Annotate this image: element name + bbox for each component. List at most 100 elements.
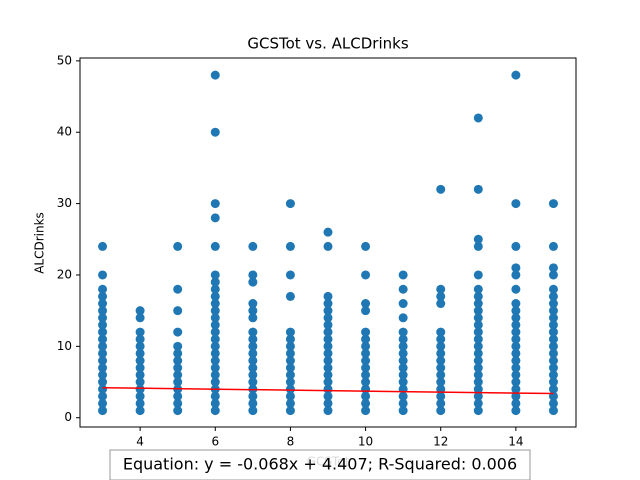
point <box>548 299 558 309</box>
point <box>98 391 108 401</box>
point <box>248 406 258 416</box>
point <box>548 306 558 316</box>
point <box>98 334 108 344</box>
point <box>473 184 483 194</box>
point <box>436 334 446 344</box>
point <box>473 234 483 244</box>
point <box>548 263 558 273</box>
point <box>548 356 558 366</box>
point <box>210 313 220 323</box>
point <box>323 377 333 387</box>
point <box>473 348 483 358</box>
point <box>473 398 483 408</box>
x-tick-label: 6 <box>211 435 219 449</box>
point <box>98 406 108 416</box>
point <box>511 356 521 366</box>
point <box>285 398 295 408</box>
point <box>285 370 295 380</box>
point <box>135 384 145 394</box>
point <box>285 348 295 358</box>
point <box>398 370 408 380</box>
point <box>436 370 446 380</box>
point <box>323 334 333 344</box>
point <box>135 377 145 387</box>
point <box>210 270 220 280</box>
point <box>98 370 108 380</box>
point <box>323 363 333 373</box>
point <box>210 334 220 344</box>
point <box>285 406 295 416</box>
point <box>398 284 408 294</box>
point <box>173 327 183 337</box>
point <box>210 277 220 287</box>
point <box>361 327 371 337</box>
point <box>210 70 220 80</box>
point <box>511 299 521 309</box>
point <box>548 241 558 251</box>
point <box>248 341 258 351</box>
point <box>548 284 558 294</box>
point <box>98 241 108 251</box>
point <box>285 377 295 387</box>
point <box>285 334 295 344</box>
point <box>323 327 333 337</box>
point <box>98 313 108 323</box>
point <box>473 313 483 323</box>
x-tick-label: 8 <box>287 435 295 449</box>
point <box>173 306 183 316</box>
point <box>436 363 446 373</box>
point <box>98 377 108 387</box>
point <box>548 348 558 358</box>
point <box>285 384 295 394</box>
point <box>210 356 220 366</box>
point <box>98 398 108 408</box>
point <box>248 398 258 408</box>
point <box>361 356 371 366</box>
point <box>248 356 258 366</box>
point <box>548 270 558 280</box>
point <box>398 363 408 373</box>
point <box>548 363 558 373</box>
point <box>361 370 371 380</box>
point <box>210 127 220 137</box>
point <box>511 306 521 316</box>
point <box>323 384 333 394</box>
point <box>473 384 483 394</box>
point <box>473 113 483 123</box>
point <box>323 370 333 380</box>
point <box>173 377 183 387</box>
point <box>361 299 371 309</box>
point <box>398 270 408 280</box>
point <box>436 184 446 194</box>
point <box>98 284 108 294</box>
y-tick-label: 0 <box>64 410 72 424</box>
point <box>248 306 258 316</box>
point <box>473 284 483 294</box>
fit-line <box>102 386 554 395</box>
point <box>511 406 521 416</box>
point <box>548 320 558 330</box>
point <box>98 299 108 309</box>
point <box>135 391 145 401</box>
point <box>548 291 558 301</box>
point <box>473 241 483 251</box>
point <box>323 406 333 416</box>
point <box>436 391 446 401</box>
point <box>548 327 558 337</box>
point <box>436 377 446 387</box>
x-tick-label: 14 <box>508 435 523 449</box>
point <box>135 356 145 366</box>
point <box>473 356 483 366</box>
point <box>323 391 333 401</box>
point <box>323 398 333 408</box>
point <box>248 334 258 344</box>
point <box>285 327 295 337</box>
point <box>285 391 295 401</box>
point <box>548 199 558 209</box>
y-tick-label: 40 <box>57 125 72 139</box>
point <box>361 341 371 351</box>
point <box>173 363 183 373</box>
point <box>361 306 371 316</box>
